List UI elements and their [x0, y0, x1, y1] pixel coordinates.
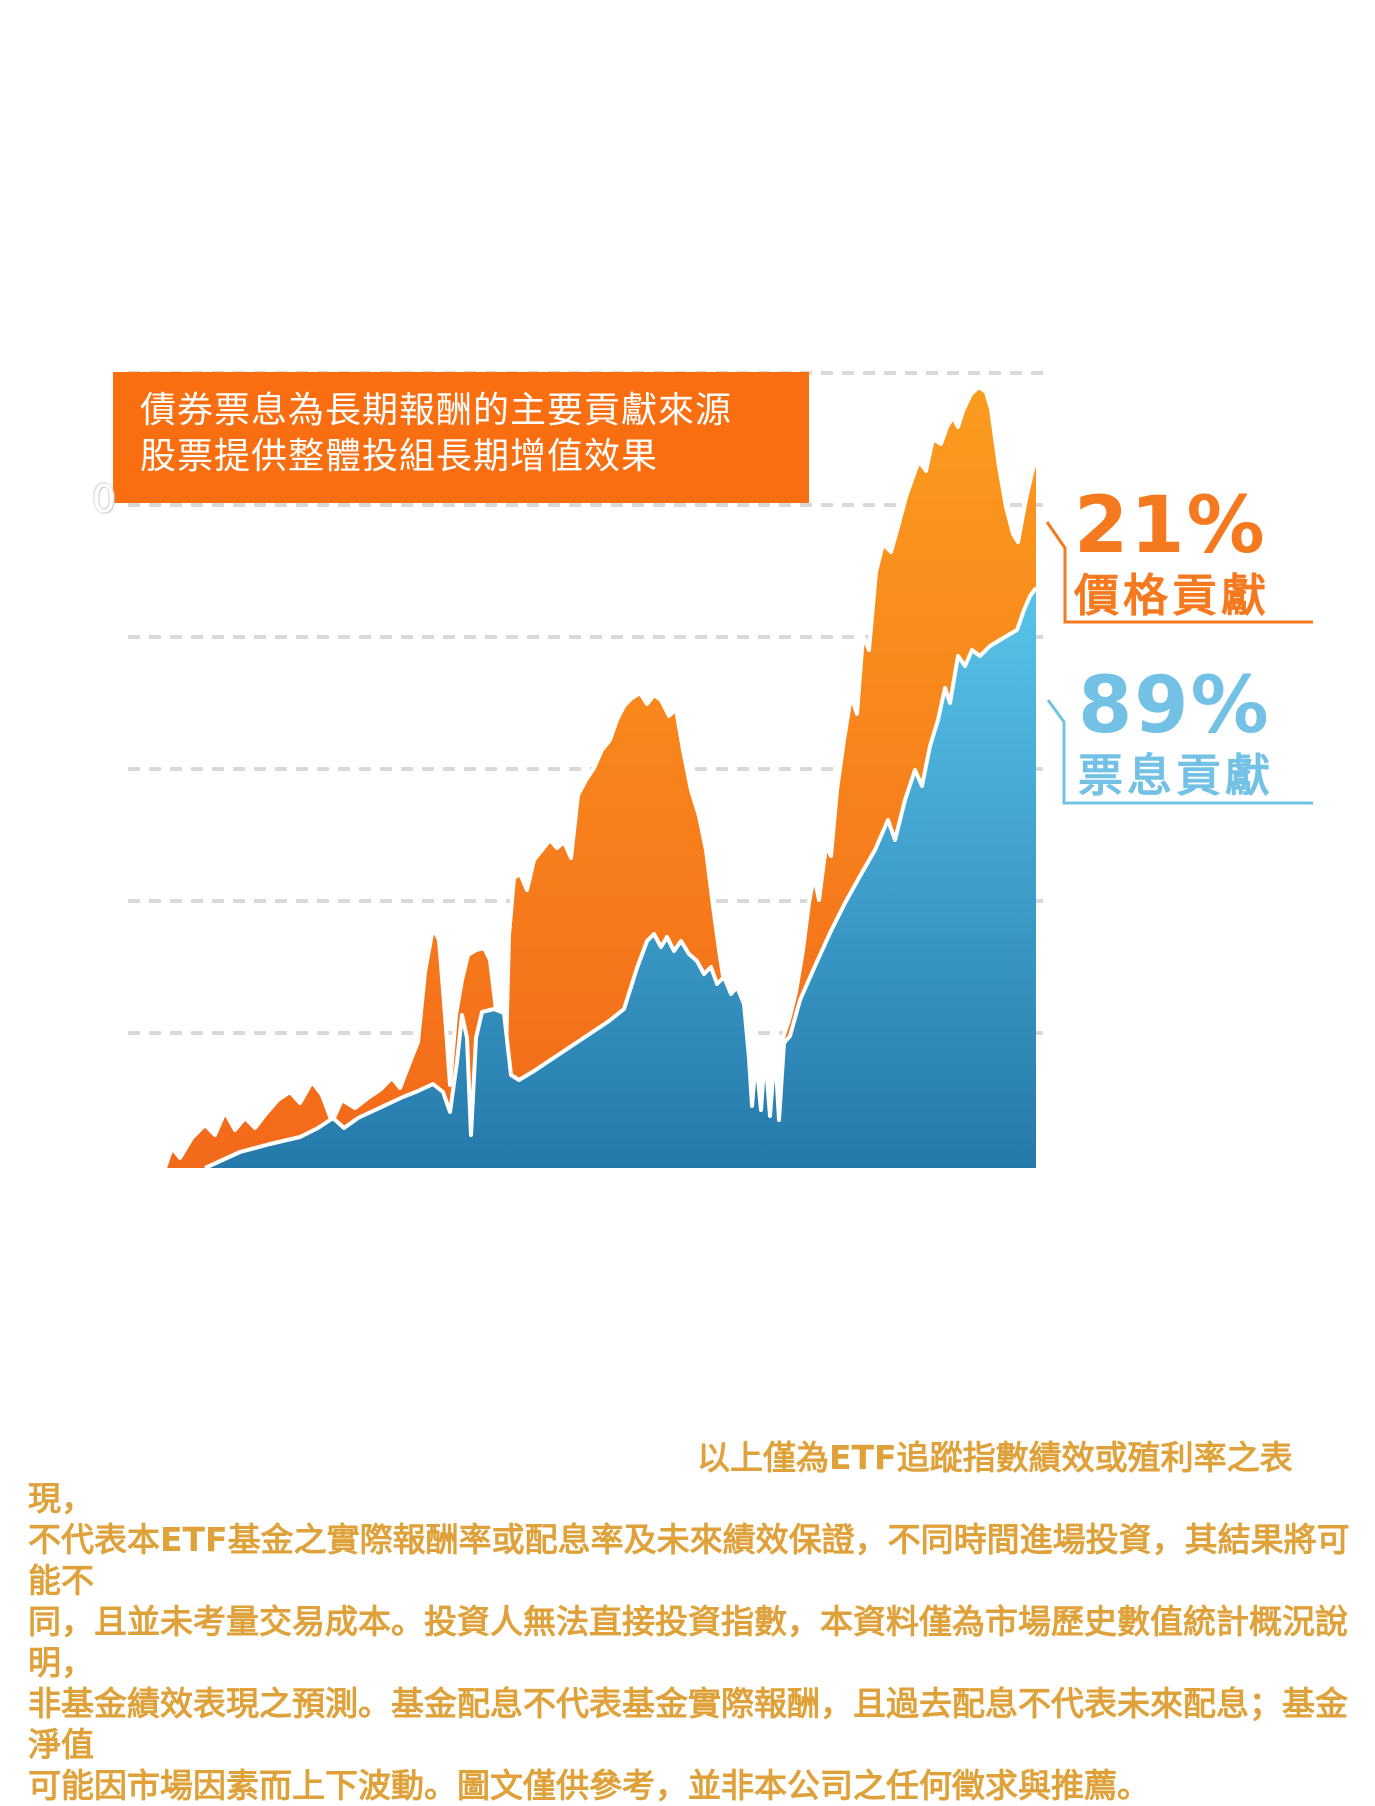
callout-line-1: 債券票息為長期報酬的主要貢獻來源: [140, 390, 733, 431]
y-axis-zero-label: 0: [92, 477, 117, 521]
area-chart: [128, 371, 1313, 1170]
coupon_contribution_area-edge: [204, 586, 1038, 1170]
coupon-contribution-label: 89% 票息貢獻: [1078, 667, 1274, 798]
price-contribution-caption: 價格貢獻: [1074, 569, 1271, 622]
price_contribution_area-edge: [163, 385, 1038, 1169]
price-contribution-percent: 21%: [1074, 481, 1267, 571]
coupon-contribution-percent: 89%: [1078, 661, 1271, 751]
chart-callout-box: 債券票息為長期報酬的主要貢獻來源 股票提供整體投組長期增值效果: [113, 372, 809, 503]
callout-line-2: 股票提供整體投組長期增值效果: [140, 436, 659, 477]
disclaimer-text: 以上僅為ETF追蹤指數績效或殖利率之表現， 不代表本ETF基金之實際報酬率或配息…: [28, 1438, 1350, 1805]
price-label-bracket: [1045, 521, 1313, 624]
coupon-contribution-caption: 票息貢獻: [1078, 749, 1275, 802]
coupon-label-bracket: [1046, 699, 1313, 805]
price-contribution-label: 21% 價格貢獻: [1074, 487, 1270, 618]
coupon_contribution_area: [205, 588, 1036, 1168]
